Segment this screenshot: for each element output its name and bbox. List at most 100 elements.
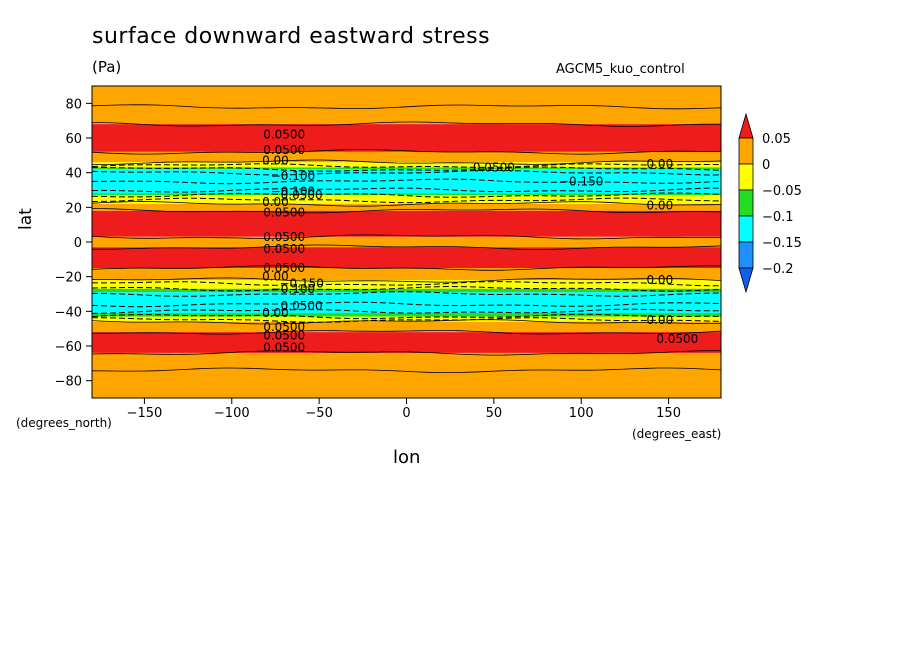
colorbar-extend-max	[738, 112, 754, 139]
band-7	[92, 195, 721, 204]
contour-label-12: −0.150	[279, 277, 323, 291]
band-9	[92, 210, 721, 237]
contour-label-22: 0.00	[646, 199, 673, 213]
band-1	[92, 124, 721, 152]
contour-label-17: 0.0500	[263, 329, 305, 343]
contour-label-6: 0.00	[262, 195, 289, 209]
contour-line-16	[92, 277, 722, 283]
x-tick-label-3: 0	[402, 406, 410, 421]
band-11	[92, 247, 721, 268]
contour-label-20: −0.150	[559, 174, 603, 188]
contour-label-4: −0.100	[271, 185, 315, 199]
band-20	[92, 352, 721, 398]
contour-label-18: 0.0500	[263, 341, 305, 355]
band-10	[92, 236, 721, 248]
colorbar-label-0: 0.05	[762, 132, 791, 147]
colorbar-extend-min	[738, 267, 754, 294]
contour-line-5	[91, 166, 722, 172]
contour-line-18	[91, 285, 722, 292]
colorbar-segment-0	[738, 137, 754, 165]
colorbar-label-4: −0.15	[762, 236, 802, 251]
contour-line-3	[92, 159, 722, 165]
contour-labels: 0.05000.05000.00−0.100−0.1000.05000.000.…	[262, 128, 698, 355]
x-tick-label-6: 150	[656, 406, 681, 421]
contour-label-13: −0.100	[271, 282, 315, 296]
contour-line-20	[91, 301, 722, 308]
band-14	[92, 288, 721, 293]
colorbar-label-1: 0	[762, 158, 770, 173]
contour-label-11: 0.00	[262, 270, 289, 284]
x-tick-label-2: −50	[305, 406, 332, 421]
contour-line-4	[91, 163, 722, 168]
band-17	[92, 316, 721, 322]
contour-label-14: 0.0500	[281, 299, 323, 313]
colorbar-segment-2	[738, 189, 754, 217]
contour-label-2: 0.00	[262, 154, 289, 168]
filled-bands	[92, 86, 721, 398]
y-tick-label-5: −20	[55, 271, 82, 286]
contour-label-19: 0.0500	[473, 160, 515, 174]
colorbar-segment-3	[738, 215, 754, 243]
colorbar-segment-4	[738, 241, 754, 269]
contour-line-17	[91, 281, 721, 287]
band-2	[92, 151, 721, 163]
contour-label-7: 0.0500	[263, 206, 305, 220]
contour-label-15: 0.00	[262, 306, 289, 320]
contour-line-1	[91, 121, 721, 127]
band-18	[92, 321, 721, 333]
dataset-label: AGCM5_kuo_control	[556, 62, 685, 77]
contour-line-0	[91, 104, 722, 110]
band-0	[92, 86, 721, 125]
contour-line-26	[91, 350, 722, 356]
contour-label-0: 0.0500	[263, 128, 305, 142]
contour-line-21	[91, 308, 721, 314]
band-16	[92, 313, 721, 317]
contour-line-7	[92, 178, 722, 185]
contour-label-5: 0.0500	[281, 188, 323, 202]
chart-units: (Pa)	[92, 58, 122, 76]
band-19	[92, 332, 721, 353]
y-tick-label-2: 40	[65, 167, 82, 182]
contour-label-9: 0.0500	[263, 242, 305, 256]
colorbar-label-5: −0.2	[762, 262, 794, 277]
x-ticks: −150 −100 −50 0 50 100 150	[127, 398, 681, 421]
contour-label-24: 0.00	[646, 313, 673, 327]
band-3	[92, 162, 721, 168]
y-tick-label-7: −60	[55, 340, 82, 355]
contour-line-13	[91, 234, 722, 240]
contour-label-25: 0.0500	[656, 332, 698, 346]
contour-line-19	[91, 291, 722, 297]
y-axis-units: (degrees_north)	[16, 416, 112, 430]
chart-title: surface downward eastward stress	[92, 24, 491, 49]
contour-label-8: 0.0500	[263, 230, 305, 244]
colorbar-label-2: −0.05	[762, 184, 802, 199]
band-12	[92, 268, 721, 281]
contour-line-27	[91, 367, 722, 374]
contour-line-25	[91, 330, 722, 335]
contour-label-3: −0.100	[271, 169, 315, 183]
contour-line-14	[91, 244, 722, 250]
y-tick-label-1: 60	[65, 132, 82, 147]
contour-line-23	[92, 317, 722, 323]
x-tick-label-4: 50	[486, 406, 503, 421]
contour-label-1: 0.0500	[263, 143, 305, 157]
y-tick-label-6: −40	[55, 305, 82, 320]
x-axis-units: (degrees_east)	[632, 427, 722, 441]
x-tick-label-5: 100	[569, 406, 594, 421]
contour-line-9	[91, 192, 722, 198]
band-4	[92, 167, 721, 170]
contour-line-22	[91, 313, 722, 320]
contour-label-23: 0.00	[646, 273, 673, 287]
y-tick-label-4: 0	[74, 236, 82, 251]
colorbar-label-3: −0.1	[762, 210, 794, 225]
y-tick-label-8: −80	[55, 375, 82, 390]
contour-line-8	[91, 187, 721, 193]
contour-lines	[91, 104, 722, 374]
contour-line-10	[91, 197, 722, 204]
contour-label-16: 0.0500	[263, 320, 305, 334]
contour-line-24	[91, 319, 722, 325]
contour-label-21: 0.00	[646, 157, 673, 171]
x-axis-label: lon	[393, 447, 421, 468]
